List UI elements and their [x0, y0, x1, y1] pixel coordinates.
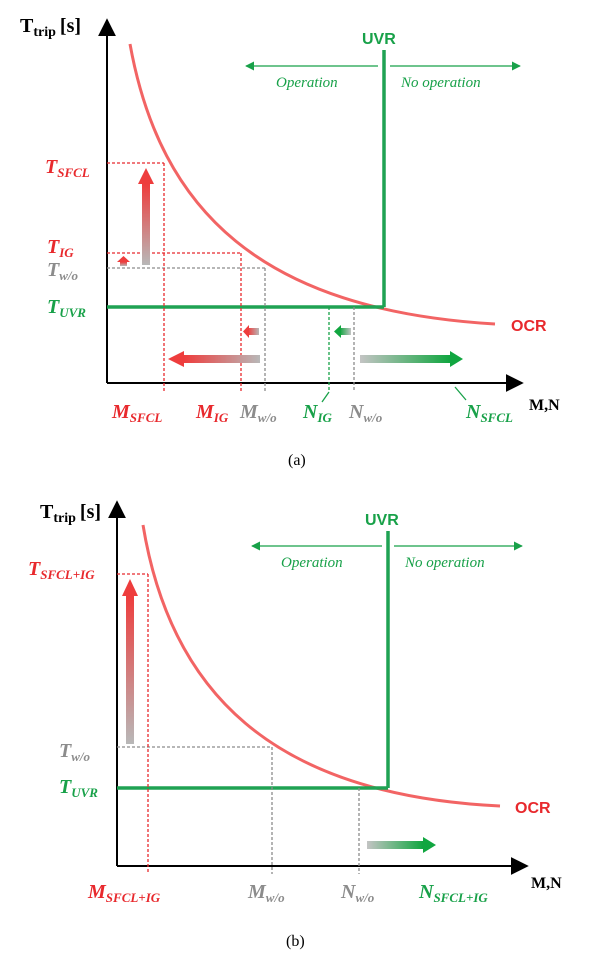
t-ig-up-arrow	[117, 256, 130, 266]
ocr-label: OCR	[515, 800, 551, 817]
m-wo-label: Mw/o	[239, 401, 277, 425]
no-operation-label: No operation	[404, 555, 485, 571]
no-operation-label: No operation	[400, 75, 481, 91]
t-sfcl-ig-up-arrow	[122, 579, 138, 744]
y-axis-title: Ttrip [s]	[20, 15, 81, 40]
ocr-label: OCR	[511, 318, 547, 335]
ocr-curve	[128, 43, 496, 326]
m-sfcl-left-arrow	[168, 351, 260, 367]
x-axis-title: M,N	[531, 875, 562, 892]
n-ig-leader	[321, 391, 330, 403]
t-uvr-label: TUVR	[47, 296, 86, 320]
caption-a: (a)	[288, 452, 306, 469]
operation-label: Operation	[281, 555, 343, 571]
t-uvr-label: TUVR	[59, 776, 98, 800]
operation-label: Operation	[276, 75, 338, 91]
n-sfcl-ig-label: NSFCL+IG	[418, 881, 488, 905]
panel-b: Ttrip [s] M,N OCR UVR Operation No operat…	[28, 500, 562, 950]
m-ig-left-arrow	[243, 325, 259, 338]
n-sfcl-ig-right-arrow	[367, 837, 436, 853]
n-wo-label: Nw/o	[340, 881, 375, 905]
t-wo-label: Tw/o	[47, 259, 79, 283]
y-axis-title: Ttrip [s]	[40, 501, 101, 526]
panel-a: Ttrip [s] M,N OCR UVR Operation No operat…	[20, 15, 560, 469]
ocr-curve	[141, 524, 501, 808]
m-ig-label: MIG	[195, 401, 229, 425]
n-ig-left-arrow	[334, 325, 351, 338]
x-axis-title: M,N	[529, 397, 560, 414]
m-wo-label: Mw/o	[247, 881, 285, 905]
t-sfcl-up-arrow	[138, 168, 154, 265]
t-sfcl-ig-label: TSFCL+IG	[28, 558, 95, 582]
uvr-label: UVR	[362, 31, 396, 48]
m-sfcl-ig-label: MSFCL+IG	[87, 881, 161, 905]
uvr-label: UVR	[365, 512, 399, 529]
m-sfcl-label: MSFCL	[111, 401, 162, 425]
t-wo-label: Tw/o	[59, 740, 91, 764]
caption-b: (b)	[286, 933, 305, 950]
n-sfcl-label: NSFCL	[465, 401, 513, 425]
t-ig-label: TIG	[47, 236, 74, 260]
n-wo-label: Nw/o	[348, 401, 383, 425]
n-sfcl-leader	[454, 386, 467, 401]
t-sfcl-label: TSFCL	[45, 156, 90, 180]
n-ig-label: NIG	[302, 401, 333, 425]
n-sfcl-right-arrow	[360, 351, 463, 367]
